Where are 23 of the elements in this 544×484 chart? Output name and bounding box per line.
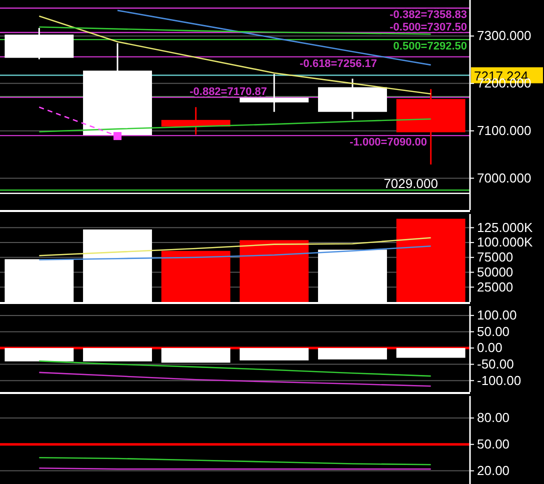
y-tick-label: 7100.000 [477,122,532,138]
ref-line-label: -0.382=7358.83 [390,9,467,22]
ref-line-label: -1.000=7090.00 [350,136,427,149]
ref-line-label: -0.500=7307.50 [390,21,467,34]
ref-line-label: -0.618=7256.17 [300,58,377,70]
y-tick-label: 0.00 [477,340,502,356]
annotation: 7029.000 [384,176,438,191]
y-tick-label: 125.000K [477,220,533,235]
y-tick-label: 50.00 [477,436,510,452]
y-tick-label: 80.00 [477,410,510,426]
y-tick-label: 7000.000 [477,170,532,186]
y-tick-label: -100.00 [477,372,522,388]
y-tick-label: 7300.000 [477,28,532,44]
ref-line-label: -0.882=7170.87 [190,86,267,98]
y-tick-label: 50.00 [477,324,510,339]
y-tick-label: 25000 [477,279,514,294]
y-tick-label: 100.00 [477,308,517,323]
ref-line-label: 0.500=7292.50 [393,40,467,53]
y-tick-label: 20.00 [477,462,510,478]
y-tick-label: -50.00 [477,356,514,372]
y-tick-label: 75000 [477,250,514,265]
y-tick-label: 50000 [477,264,514,280]
y-tick-label: 100.000K [477,234,533,250]
